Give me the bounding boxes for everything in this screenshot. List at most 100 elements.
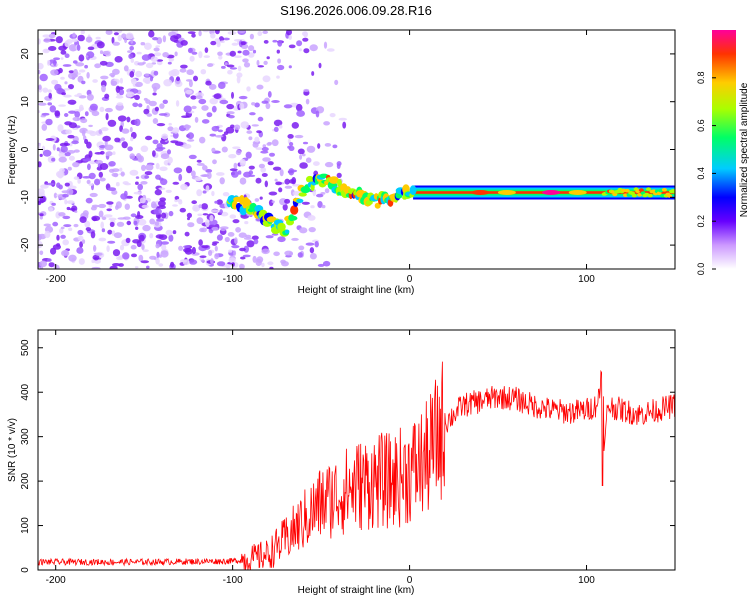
noise-speckle xyxy=(152,150,156,157)
noise-speckle xyxy=(134,266,139,269)
noise-speckle xyxy=(209,98,218,105)
noise-speckle xyxy=(179,207,186,213)
noise-speckle xyxy=(188,80,193,88)
noise-speckle xyxy=(205,185,210,192)
noise-speckle xyxy=(286,30,292,36)
noise-speckle xyxy=(38,143,41,149)
noise-speckle xyxy=(302,153,306,157)
noise-speckle xyxy=(187,31,196,34)
noise-speckle xyxy=(323,121,330,126)
snr-x-ticks: -200 -100 0 100 xyxy=(46,330,595,586)
noise-speckle xyxy=(317,263,325,267)
noise-speckle xyxy=(266,142,272,146)
noise-speckle xyxy=(66,200,75,205)
noise-speckle xyxy=(68,70,75,74)
noise-speckle xyxy=(272,166,282,171)
noise-speckle xyxy=(201,105,209,111)
noise-speckle xyxy=(64,121,73,126)
noise-speckle xyxy=(38,102,47,106)
noise-speckle xyxy=(248,165,255,170)
snr-line xyxy=(38,361,675,570)
noise-speckle xyxy=(86,72,90,79)
noise-speckle xyxy=(232,219,240,224)
noise-speckle xyxy=(158,200,166,207)
noise-speckle xyxy=(168,234,174,242)
noise-speckle xyxy=(108,217,117,221)
noise-speckle xyxy=(38,200,44,204)
noise-speckle xyxy=(210,258,214,265)
noise-speckle xyxy=(174,51,178,57)
noise-speckle xyxy=(192,204,201,212)
noise-speckle xyxy=(68,44,78,52)
noise-speckle xyxy=(146,113,152,117)
noise-speckle xyxy=(316,193,324,198)
noise-speckle xyxy=(161,133,169,140)
noise-speckle xyxy=(226,111,235,115)
noise-speckle xyxy=(152,92,157,96)
noise-speckle xyxy=(336,172,342,178)
noise-speckle xyxy=(296,110,305,117)
noise-speckle xyxy=(234,124,241,130)
noise-speckle xyxy=(144,73,149,77)
spectrogram-frame xyxy=(37,29,676,270)
noise-speckle xyxy=(155,243,160,249)
noise-speckle xyxy=(60,234,66,239)
noise-speckle xyxy=(240,256,246,260)
noise-speckle xyxy=(113,32,119,36)
noise-speckle xyxy=(78,95,87,99)
noise-speckle xyxy=(187,47,193,54)
noise-speckle xyxy=(158,113,168,116)
noise-speckle xyxy=(187,139,195,142)
noise-speckle xyxy=(64,199,68,205)
noise-speckle xyxy=(46,59,51,66)
noise-speckle xyxy=(130,136,134,142)
noise-speckle xyxy=(137,218,147,226)
noise-speckle xyxy=(191,33,196,38)
noise-speckle xyxy=(284,198,291,204)
noise-speckle xyxy=(332,144,338,149)
noise-speckle xyxy=(277,236,286,243)
noise-speckle xyxy=(220,40,225,43)
noise-speckle xyxy=(175,100,180,107)
noise-speckle xyxy=(324,188,330,194)
noise-speckle xyxy=(38,233,42,241)
noise-speckle xyxy=(94,63,101,69)
noise-speckle xyxy=(267,261,274,266)
noise-speckle xyxy=(46,258,52,262)
noise-speckle xyxy=(257,31,263,37)
noise-speckle xyxy=(140,42,146,46)
noise-speckle xyxy=(206,112,213,118)
noise-speckle xyxy=(140,260,149,264)
noise-speckle xyxy=(238,30,246,33)
noise-speckle xyxy=(123,190,128,198)
noise-speckle xyxy=(54,110,60,117)
noise-speckle xyxy=(224,62,228,66)
spectrogram-x-ticks: -200 -100 0 100 xyxy=(46,30,595,285)
noise-speckle xyxy=(324,143,332,147)
noise-speckle xyxy=(212,159,217,165)
noise-speckle xyxy=(188,154,197,160)
noise-speckle xyxy=(242,58,249,63)
noise-speckle xyxy=(180,64,188,69)
noise-speckle xyxy=(211,105,217,113)
noise-speckle xyxy=(94,178,101,186)
noise-speckle xyxy=(172,204,178,207)
noise-speckle xyxy=(251,124,259,127)
noise-speckle xyxy=(219,177,225,185)
noise-speckle xyxy=(173,167,183,174)
noise-speckle xyxy=(268,191,278,196)
noise-speckle xyxy=(64,182,70,187)
y-tick-label: 200 xyxy=(20,472,31,489)
noise-speckle xyxy=(218,55,223,60)
noise-speckle xyxy=(124,182,131,186)
noise-speckle xyxy=(324,161,334,168)
noise-speckle xyxy=(261,100,269,104)
noise-speckle xyxy=(104,93,110,99)
noise-speckle xyxy=(60,145,68,153)
noise-speckle xyxy=(237,170,242,175)
noise-speckle xyxy=(266,56,270,60)
noise-speckle xyxy=(136,51,142,55)
noise-speckle xyxy=(109,221,115,228)
x-tick-label: -200 xyxy=(46,274,66,285)
noise-speckle xyxy=(108,161,116,167)
